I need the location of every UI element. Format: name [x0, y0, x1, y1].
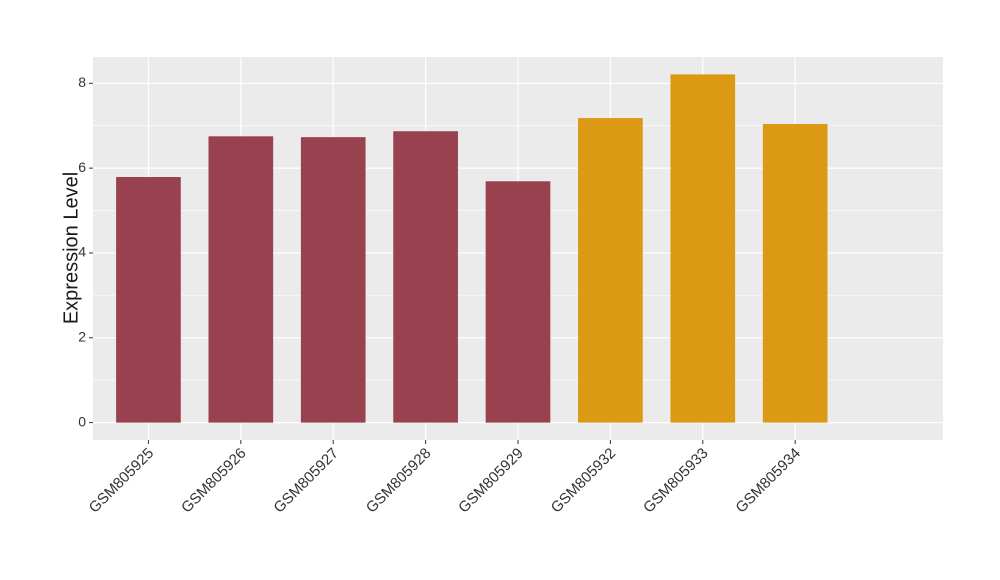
x-tick-label: GSM805929	[455, 445, 527, 517]
y-tick-label: 2	[78, 328, 86, 344]
x-tick-label: GSM805934	[732, 445, 804, 517]
x-tick-label: GSM805932	[548, 445, 620, 517]
y-tick-label: 0	[78, 413, 86, 429]
bar	[485, 181, 551, 423]
x-tick-label: GSM805925	[86, 445, 158, 517]
bar	[670, 74, 736, 423]
y-tick-label: 4	[78, 244, 86, 260]
bar	[300, 137, 366, 423]
bar	[116, 177, 181, 423]
y-tick-label: 6	[78, 159, 86, 175]
bar	[762, 124, 828, 423]
y-tick-label: 8	[78, 74, 86, 90]
bar	[208, 136, 274, 423]
x-tick-label: GSM805926	[178, 445, 250, 517]
bar	[393, 131, 458, 423]
bar	[578, 118, 643, 423]
x-tick-label: GSM805933	[640, 445, 712, 517]
x-tick-label: GSM805928	[363, 445, 435, 517]
y-axis-title: Expression Level	[60, 172, 82, 324]
x-tick-label: GSM805927	[270, 445, 342, 517]
